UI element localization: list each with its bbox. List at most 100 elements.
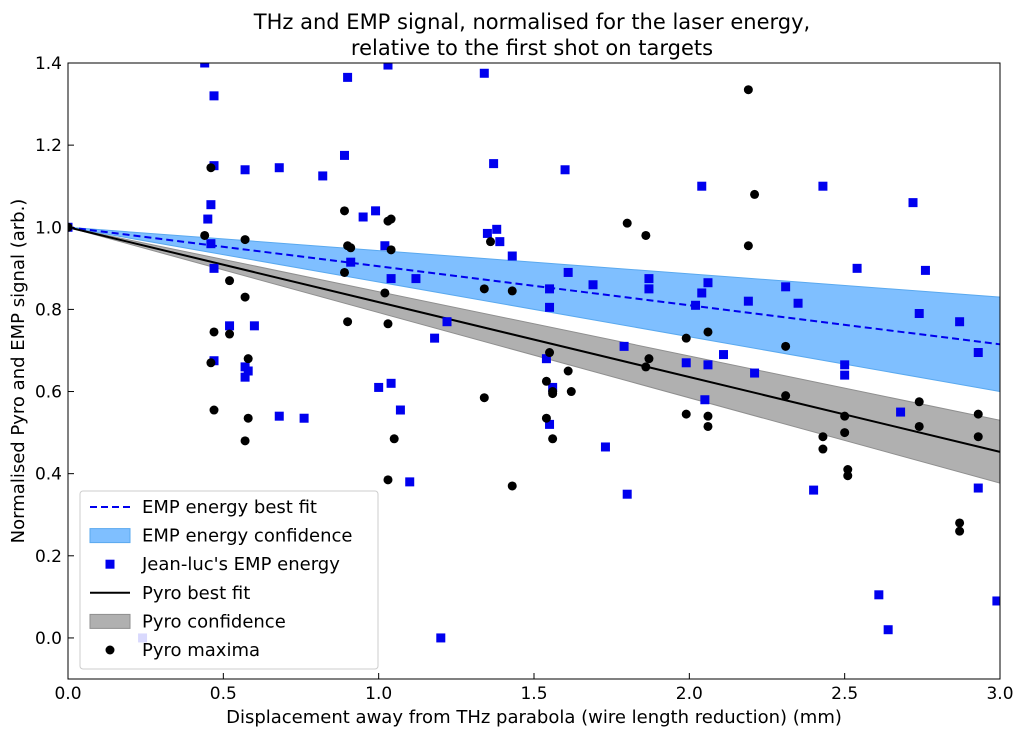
pyro-point bbox=[343, 317, 353, 327]
emp-point bbox=[482, 228, 492, 238]
pyro-point bbox=[681, 333, 691, 343]
x-tick-label: 1.0 bbox=[365, 684, 392, 704]
legend-swatch bbox=[89, 613, 131, 629]
legend-swatch bbox=[105, 559, 115, 569]
emp-point bbox=[852, 263, 862, 273]
pyro-point bbox=[479, 284, 489, 294]
emp-point bbox=[703, 360, 713, 370]
x-axis-label: Displacement away from THz parabola (wir… bbox=[226, 707, 842, 728]
x-tick-label: 3.0 bbox=[986, 684, 1013, 704]
pyro-point bbox=[209, 405, 219, 415]
x-tick-label: 2.0 bbox=[676, 684, 703, 704]
pyro-point bbox=[225, 329, 235, 339]
emp-point bbox=[619, 341, 629, 351]
pyro-point bbox=[914, 397, 924, 407]
pyro-point bbox=[389, 434, 399, 444]
pyro-point bbox=[479, 393, 489, 403]
legend-label: Pyro best fit bbox=[142, 583, 250, 604]
emp-point bbox=[560, 165, 570, 175]
y-tick-label: 0.8 bbox=[35, 300, 62, 320]
pyro-point bbox=[346, 243, 356, 253]
pyro-point bbox=[541, 376, 551, 386]
y-axis: 0.0 0.2 0.4 0.6 0.8 1.0 1.2 1.4 bbox=[35, 54, 74, 649]
pyro-point bbox=[818, 444, 828, 454]
emp-point bbox=[339, 150, 349, 160]
emp-point bbox=[383, 63, 393, 70]
pyro-point bbox=[955, 526, 965, 536]
x-tick-label: 1.5 bbox=[520, 684, 547, 704]
emp-point bbox=[840, 360, 850, 370]
pyro-point bbox=[386, 245, 396, 255]
emp-point bbox=[545, 284, 555, 294]
pyro-point bbox=[955, 518, 965, 528]
emp-point bbox=[200, 63, 210, 68]
emp-point bbox=[274, 163, 284, 173]
emp-point bbox=[545, 302, 555, 312]
emp-point bbox=[442, 317, 452, 327]
legend-swatch bbox=[89, 528, 131, 544]
emp-point bbox=[371, 206, 381, 216]
y-axis-label: Normalised Pyro and EMP signal (arb.) bbox=[8, 199, 29, 544]
emp-point bbox=[874, 590, 884, 600]
pyro-point bbox=[386, 214, 396, 224]
plot-area bbox=[67, 63, 1001, 643]
emp-point bbox=[644, 284, 654, 294]
pyro-point bbox=[339, 206, 349, 216]
pyro-point bbox=[566, 387, 576, 397]
pyro-point bbox=[641, 230, 651, 240]
emp-point bbox=[700, 395, 710, 405]
emp-point bbox=[411, 274, 421, 284]
emp-point bbox=[430, 333, 440, 343]
x-tick-label: 0.5 bbox=[210, 684, 237, 704]
emp-point bbox=[274, 411, 284, 421]
emp-point bbox=[840, 370, 850, 380]
emp-point bbox=[346, 257, 356, 267]
emp-point bbox=[992, 596, 1000, 606]
emp-best-fit-line bbox=[67, 226, 1001, 346]
emp-point bbox=[908, 198, 918, 208]
legend-item: EMP energy confidence bbox=[89, 526, 352, 547]
emp-point bbox=[750, 368, 760, 378]
emp-point bbox=[203, 214, 213, 224]
emp-point bbox=[479, 68, 489, 78]
pyro-point bbox=[703, 327, 713, 337]
pyro-point bbox=[548, 434, 558, 444]
pyro-point bbox=[973, 432, 983, 442]
emp-point bbox=[563, 267, 573, 277]
emp-point bbox=[240, 165, 250, 175]
emp-point bbox=[920, 265, 930, 275]
y-tick-label: 0.2 bbox=[35, 547, 62, 567]
pyro-point bbox=[563, 366, 573, 376]
pyro-point bbox=[703, 411, 713, 421]
emp-point bbox=[507, 251, 517, 261]
emp-point bbox=[386, 378, 396, 388]
emp-point bbox=[386, 274, 396, 284]
emp-point bbox=[914, 309, 924, 319]
legend-item: EMP energy best fit bbox=[90, 497, 317, 518]
emp-point bbox=[719, 350, 729, 360]
emp-point bbox=[973, 348, 983, 358]
legend-items: EMP energy best fit EMP energy confidence… bbox=[89, 497, 352, 661]
pyro-point bbox=[507, 481, 517, 491]
pyro-point bbox=[843, 471, 853, 481]
legend-swatch bbox=[105, 645, 115, 655]
pyro-point bbox=[380, 288, 390, 298]
emp-point bbox=[883, 625, 893, 635]
pyro-markers bbox=[68, 85, 983, 536]
emp-point bbox=[793, 298, 803, 308]
pyro-point bbox=[781, 391, 791, 401]
x-tick-label: 2.5 bbox=[831, 684, 858, 704]
emp-point bbox=[206, 200, 216, 210]
emp-point bbox=[743, 296, 753, 306]
emp-point bbox=[243, 366, 253, 376]
legend-label: Jean-luc's EMP energy bbox=[141, 554, 340, 575]
emp-point bbox=[495, 237, 505, 247]
emp-point bbox=[206, 239, 216, 249]
emp-point bbox=[492, 224, 502, 234]
pyro-point bbox=[622, 218, 632, 228]
pyro-point bbox=[641, 362, 651, 372]
emp-point bbox=[622, 489, 632, 499]
pyro-point bbox=[818, 432, 828, 442]
pyro-point bbox=[486, 237, 496, 247]
